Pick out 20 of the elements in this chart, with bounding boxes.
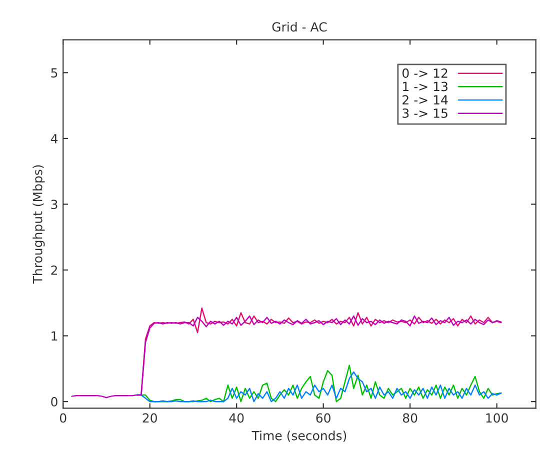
legend-label: 0 -> 12 xyxy=(402,68,448,78)
chart-title: Grid - AC xyxy=(272,22,327,32)
x-tick-label: 80 xyxy=(402,413,418,423)
y-tick-label: 4 xyxy=(50,134,58,144)
x-tick-label: 20 xyxy=(142,413,157,423)
x-tick-label: 60 xyxy=(316,413,330,423)
y-tick-label: 1 xyxy=(52,331,58,341)
y-tick-label: 0 xyxy=(51,397,58,407)
y-tick-label: 2 xyxy=(51,265,57,275)
legend-label: 1 -> 13 xyxy=(403,82,448,92)
legend-label: 3 -> 15 xyxy=(402,108,448,118)
y-axis-title: Throughput (Mbps) xyxy=(32,165,45,284)
x-axis-title: Time (seconds) xyxy=(252,430,346,442)
legend-label: 2 -> 14 xyxy=(402,95,448,104)
line-series xyxy=(71,315,502,398)
x-tick-label: 100 xyxy=(486,413,508,423)
y-tick-label: 3 xyxy=(51,200,58,210)
y-tick-label: 5 xyxy=(51,68,58,78)
x-tick-label: 0 xyxy=(60,413,66,423)
x-tick-label: 40 xyxy=(229,413,244,423)
